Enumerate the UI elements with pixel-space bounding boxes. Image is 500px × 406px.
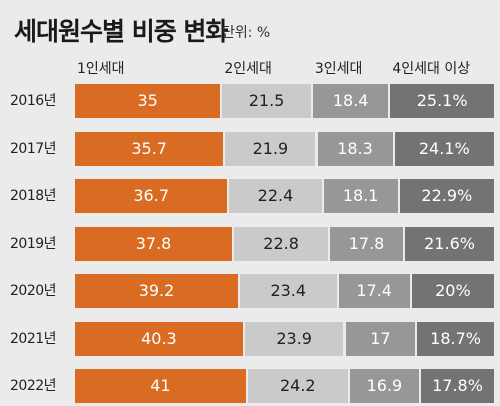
bar-segment: 22.8 [234, 226, 329, 261]
bar-segment: 20% [411, 274, 494, 308]
bar-segment: 18.4 [312, 84, 389, 118]
bar-segment: 21.6% [405, 226, 494, 261]
bar-segment: 17.4 [338, 274, 410, 308]
year-label: 2017년 [10, 140, 57, 157]
bar-segment: 36.7 [75, 179, 228, 213]
bar-segment: 22.9% [399, 179, 494, 213]
unit-label: 단위: % [222, 25, 271, 41]
year-label: 2021년 [10, 330, 57, 347]
bar-segment: 22.4 [229, 179, 322, 213]
bar-segment: 18.1 [323, 179, 398, 213]
bar-segment: 24.2 [247, 369, 348, 403]
bar-segment: 25.1% [390, 84, 494, 118]
bar-segment: 24.1% [394, 131, 494, 166]
bar-segment: 18.3 [317, 131, 393, 166]
year-label: 2016년 [10, 93, 57, 109]
bar-segment: 35 [75, 84, 221, 118]
bar-segment: 17 [345, 321, 416, 356]
year-label: 2020년 [10, 283, 57, 299]
chart-title: 세대원수별 비중 변화 [14, 17, 228, 46]
legend-item: 3인세대 [314, 61, 363, 77]
bar-segment: 41 [75, 369, 246, 403]
legend-item: 2인세대 [224, 61, 272, 77]
bar-segment: 40.3 [75, 321, 243, 356]
bar-segment: 21.9 [225, 131, 316, 166]
bar-segment: 18.7% [417, 321, 494, 356]
bar-segment: 37.8 [75, 226, 233, 261]
bar-segment: 21.5 [222, 84, 311, 118]
bar-segment: 23.9 [244, 321, 344, 356]
year-label: 2019년 [10, 235, 57, 252]
year-label: 2022년 [10, 378, 57, 394]
bar-segment: 23.4 [240, 274, 337, 308]
bar-segment: 17.8% [421, 369, 494, 403]
bar-segment: 17.8 [330, 226, 403, 261]
bar-segment: 39.2 [75, 274, 238, 308]
legend-item: 4인세대 이상 [392, 61, 471, 77]
legend-item: 1인세대 [77, 61, 125, 77]
bar-segment: 16.9 [349, 369, 419, 403]
bar-segment: 35.7 [75, 131, 224, 166]
year-label: 2018년 [10, 188, 57, 204]
